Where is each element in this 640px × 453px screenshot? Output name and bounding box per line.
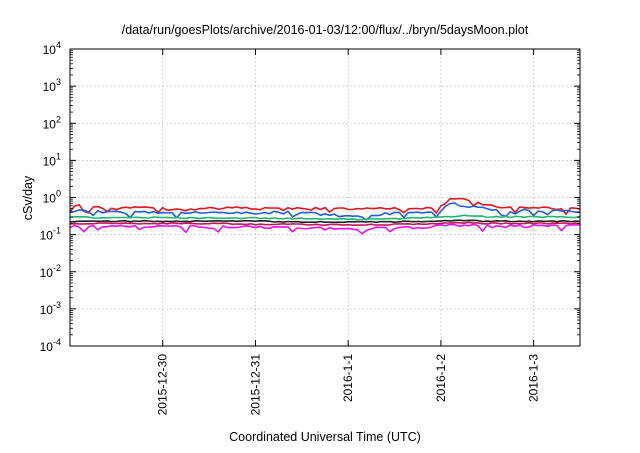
tick-layer bbox=[70, 48, 580, 347]
series-layer bbox=[69, 197, 581, 235]
series-line-5 bbox=[69, 221, 581, 226]
y-tick-label: 103 bbox=[43, 77, 61, 94]
series-line-1 bbox=[69, 197, 581, 215]
y-tick-label: 104 bbox=[43, 40, 61, 57]
series-line-2 bbox=[69, 202, 580, 221]
series-line-6 bbox=[69, 223, 580, 235]
y-tick-label: 102 bbox=[43, 114, 61, 131]
y-tick-label: 10-3 bbox=[40, 300, 61, 317]
y-tick-label: 101 bbox=[43, 151, 61, 168]
series-line-3 bbox=[69, 214, 581, 221]
x-tick-label: 2016-1-3 bbox=[527, 354, 541, 402]
x-tick-label: 2016-1-1 bbox=[341, 354, 355, 402]
y-tick-label: 10-2 bbox=[40, 263, 61, 280]
grid-layer bbox=[70, 49, 580, 346]
chart-title: /data/run/goesPlots/archive/2016-01-03/1… bbox=[122, 23, 529, 37]
y-tick-label: 100 bbox=[43, 189, 61, 206]
x-tick-label: 2015-12-30 bbox=[156, 354, 170, 416]
x-tick-label: 2016-1-2 bbox=[434, 354, 448, 402]
series-line-4 bbox=[69, 219, 581, 224]
x-tick-label: 2015-12-31 bbox=[248, 354, 262, 416]
label-layer: 10-4 10-3 10-2 10-1 100 101 102 103 104 2015-12-3… bbox=[40, 40, 541, 415]
y-tick-label: 10-1 bbox=[40, 226, 61, 243]
y-tick-label: 10-4 bbox=[40, 337, 61, 354]
y-axis-title: cSv/day bbox=[21, 175, 35, 220]
x-axis-title: Coordinated Universal Time (UTC) bbox=[229, 430, 421, 444]
